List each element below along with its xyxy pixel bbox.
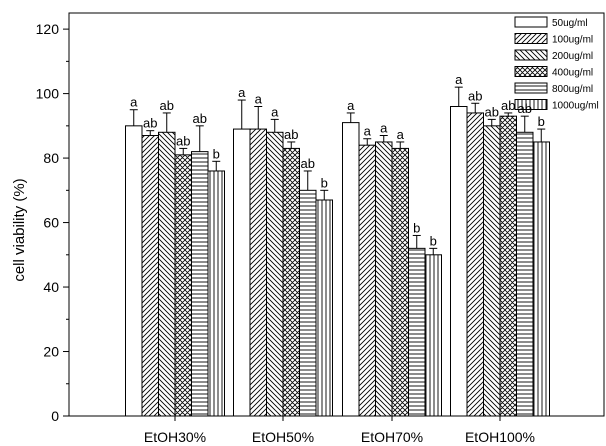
bar [516, 131, 534, 417]
y-axis-title: cell viability (%) [11, 178, 28, 281]
y-tick-label: 80 [43, 150, 59, 166]
y-tick-label: 120 [36, 21, 60, 37]
legend-label: 50ug/ml [552, 18, 588, 29]
significance-label: b [538, 114, 545, 129]
significance-label: a [255, 91, 263, 106]
legend-swatch [514, 99, 548, 110]
bar [375, 141, 393, 417]
x-tick-label: EtOH100% [465, 429, 535, 445]
legend-swatch [514, 66, 548, 77]
significance-label: b [413, 220, 420, 235]
bar [233, 128, 251, 417]
significance-label: a [364, 124, 372, 139]
bar [499, 115, 517, 417]
bar [125, 125, 143, 417]
bar [315, 199, 333, 417]
significance-label: b [321, 175, 328, 190]
bar [174, 154, 192, 417]
plot-area: 020406080100120EtOH30%aababababbEtOH50%a… [36, 12, 605, 445]
x-tick-label: EtOH30% [144, 429, 206, 445]
x-tick-label: EtOH70% [361, 429, 423, 445]
bar [191, 151, 209, 417]
significance-label: ab [284, 127, 298, 142]
legend-label: 200ug/ml [552, 51, 593, 62]
y-tick-label: 60 [43, 215, 59, 231]
significance-label: b [430, 233, 437, 248]
significance-label: a [455, 72, 463, 87]
legend-swatch [514, 49, 548, 61]
bar [450, 105, 468, 417]
significance-label: a [347, 98, 355, 113]
legend-swatch [514, 16, 548, 28]
legend-label: 400ug/ml [552, 68, 593, 79]
bar [342, 122, 360, 417]
legend: 50ug/ml 100ug/ml 200ug/ml 400ug/ml 800ug/ml 1… [514, 16, 599, 112]
significance-label: ab [485, 104, 499, 119]
legend-swatch [514, 82, 548, 94]
bar [358, 144, 376, 417]
bar [483, 125, 501, 417]
y-tick-label: 0 [51, 408, 59, 424]
significance-label: ab [143, 116, 157, 131]
significance-label: a [380, 121, 388, 136]
bar [391, 147, 409, 417]
significance-label: b [213, 146, 220, 161]
y-tick-label: 40 [43, 279, 59, 295]
significance-label: a [238, 85, 246, 100]
bar [299, 189, 317, 417]
legend-label: 100ug/ml [552, 35, 593, 46]
x-tick-label: EtOH50% [252, 429, 314, 445]
significance-label: a [397, 127, 405, 142]
significance-label: a [130, 95, 138, 110]
significance-label: a [271, 104, 279, 119]
significance-label: ab [501, 98, 515, 113]
bar [466, 112, 484, 417]
legend-label: 1000ug/ml [552, 101, 599, 112]
bar [207, 170, 225, 417]
bar [282, 147, 300, 417]
bar [158, 131, 176, 417]
y-tick-label: 100 [36, 86, 60, 102]
y-tick-label: 20 [43, 344, 59, 360]
bar [141, 135, 159, 417]
significance-label: ab [301, 156, 315, 171]
significance-label: ab [160, 98, 174, 113]
bar [408, 247, 426, 417]
significance-label: ab [468, 88, 482, 103]
significance-label: ab [176, 133, 190, 148]
bar [266, 131, 284, 417]
significance-label: ab [193, 111, 207, 126]
legend-label: 800ug/ml [552, 84, 593, 95]
bar [532, 141, 550, 417]
legend-swatch [514, 33, 548, 44]
bar [424, 254, 442, 417]
plot-frame [68, 12, 605, 417]
bar [249, 128, 267, 417]
